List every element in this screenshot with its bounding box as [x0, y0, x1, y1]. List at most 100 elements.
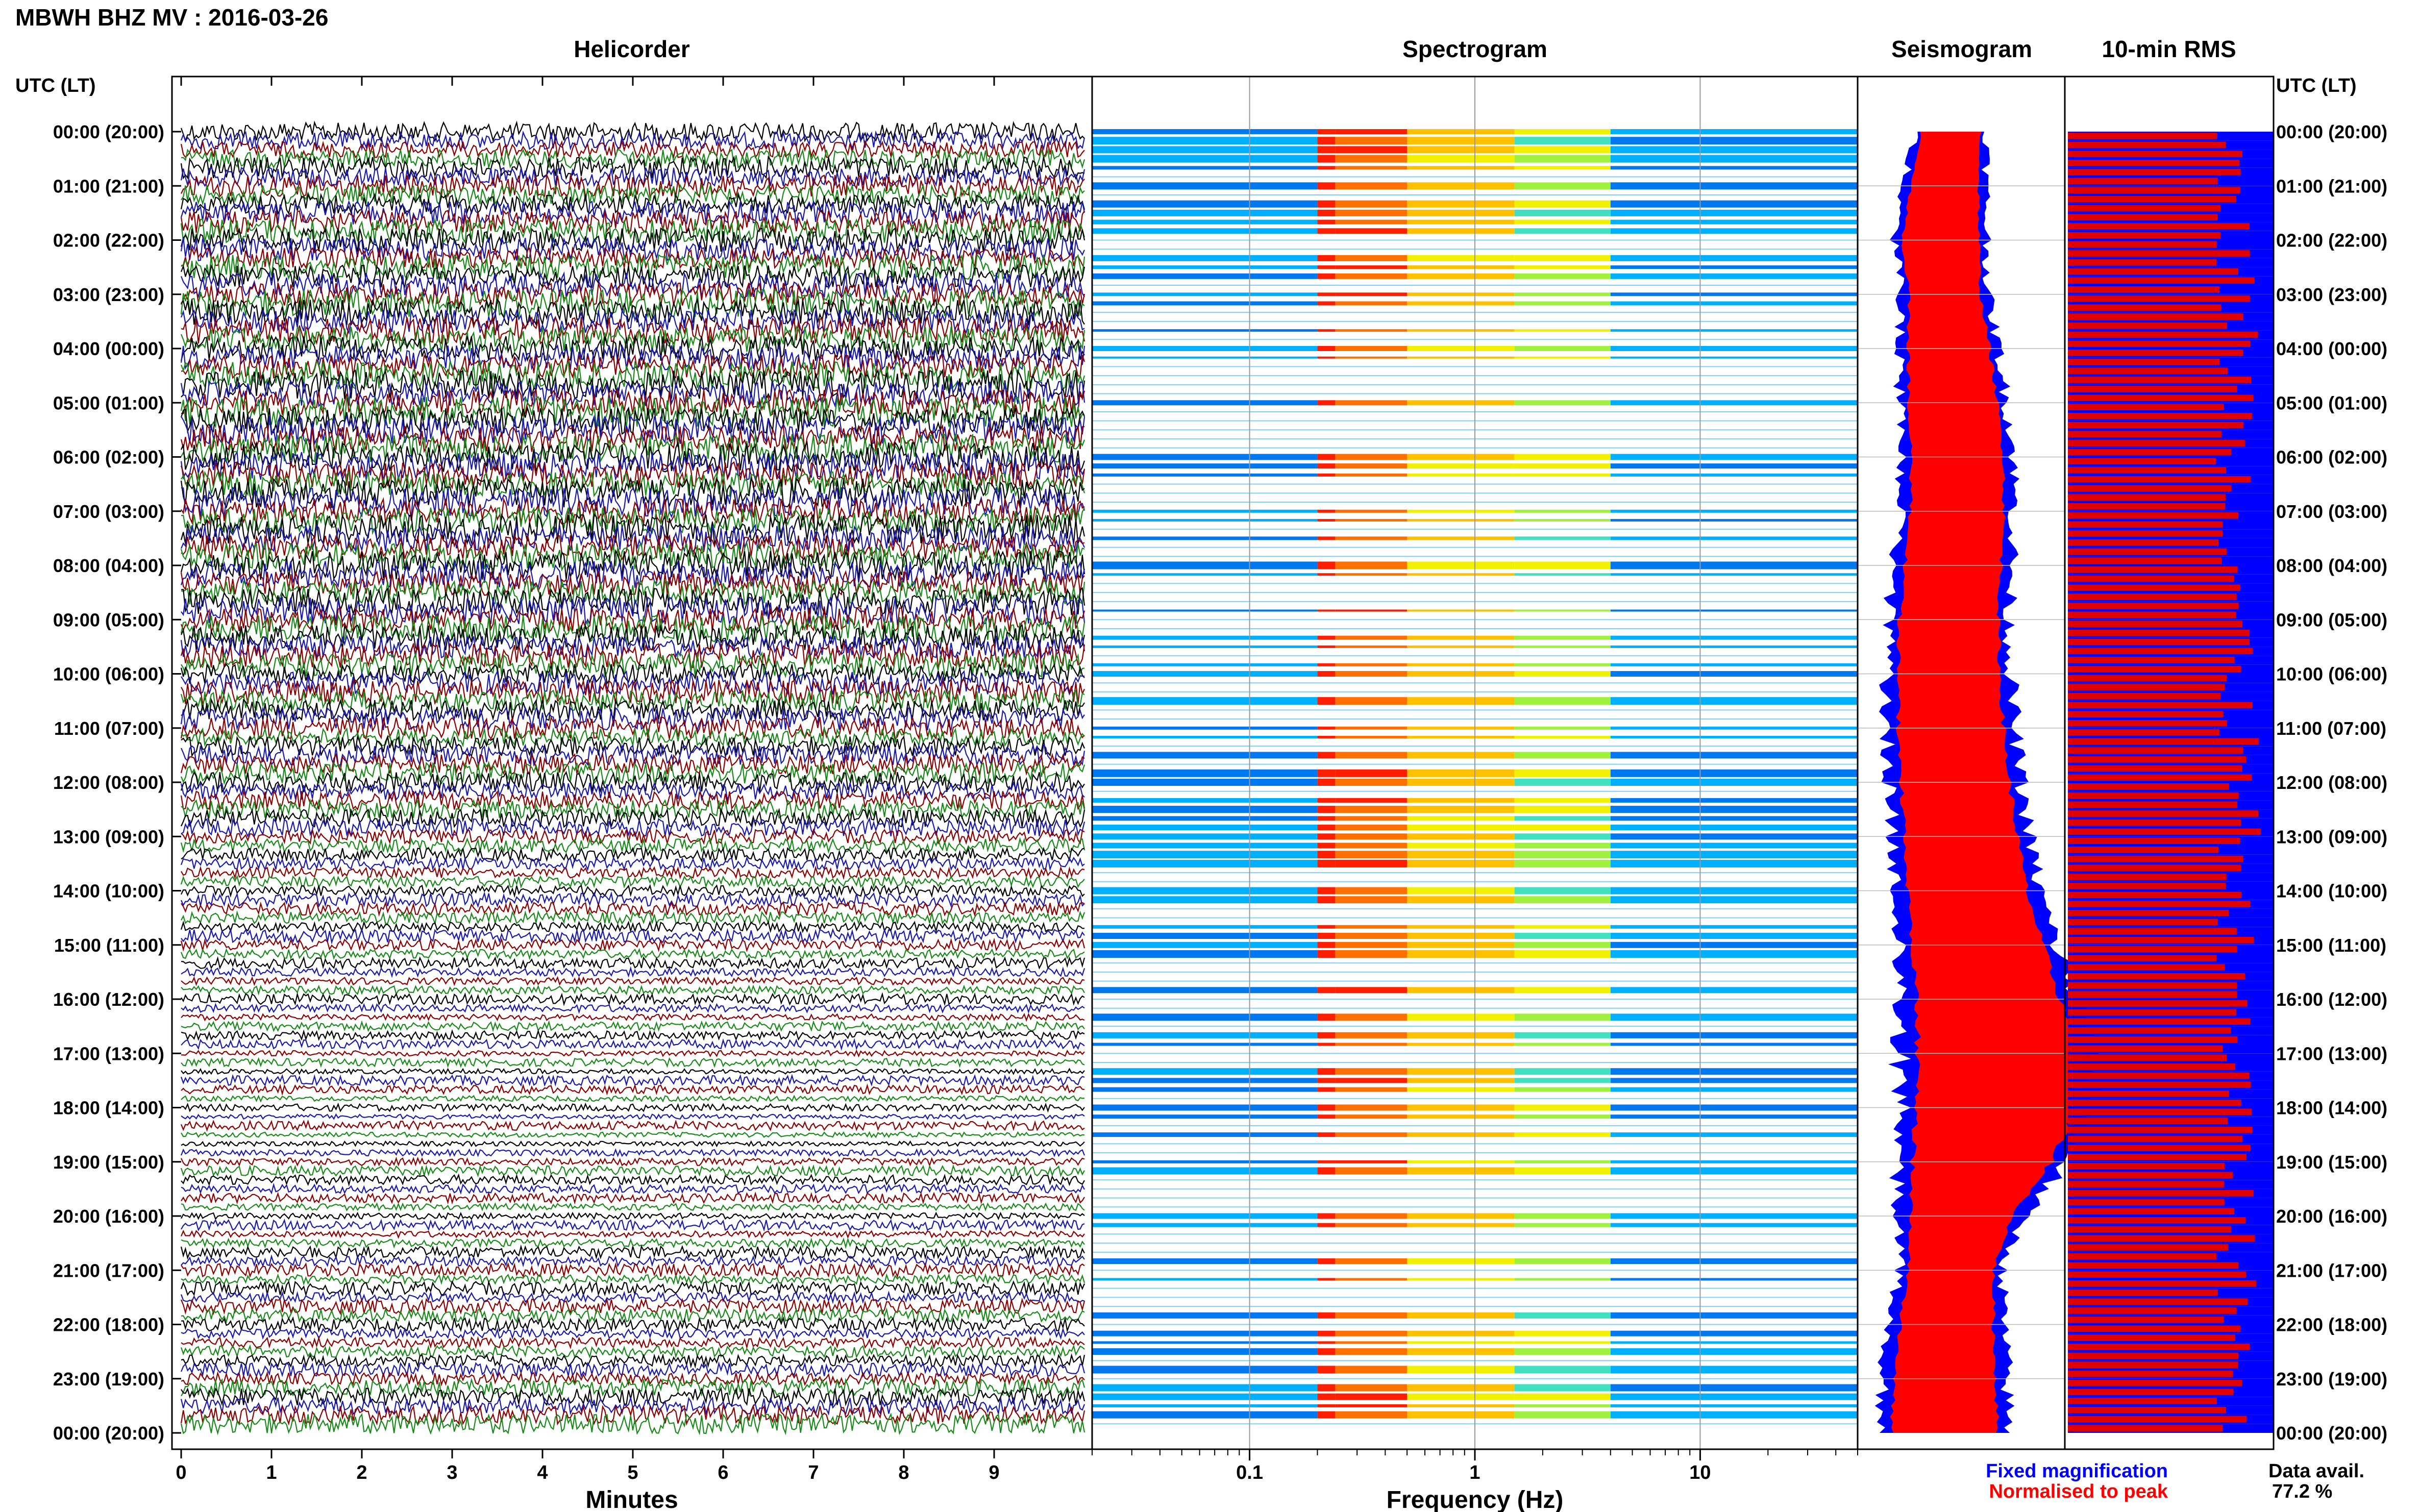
spectrogram-cell	[1610, 1032, 1858, 1038]
spectrogram-cell	[1610, 1013, 1858, 1021]
spectrogram-cell	[1610, 1213, 1858, 1219]
helicorder-trace	[181, 1191, 1085, 1205]
helicorder-trace	[181, 807, 1085, 829]
spectrogram-cell	[1335, 1132, 1408, 1137]
rms-bar-normalised	[2068, 720, 2227, 727]
spectrogram-cell	[1407, 925, 1515, 929]
spectrogram-cell	[1407, 987, 1515, 994]
rms-bar-normalised	[2068, 277, 2255, 284]
helicorder-trace	[180, 856, 1085, 872]
rms-bar-normalised	[2068, 1135, 2243, 1143]
spectrogram-cell	[1407, 896, 1515, 904]
spectrogram-cell	[1407, 1312, 1515, 1319]
rms-bar-normalised	[2068, 1298, 2248, 1305]
helicorder-trace	[180, 308, 1085, 335]
spectrogram-cell	[1610, 1312, 1858, 1319]
spectrogram-cell	[1335, 346, 1408, 351]
helicorder-trace	[180, 461, 1085, 489]
spectrogram-cell	[1335, 454, 1408, 460]
spectrogram-cell	[1407, 1330, 1515, 1336]
spectrogram-cell	[1610, 265, 1858, 269]
spectrogram-cell	[1335, 1087, 1408, 1092]
helicorder-traces	[180, 120, 1085, 1435]
spectrogram-cell	[1514, 1404, 1611, 1407]
spectrogram-cell	[1514, 726, 1611, 730]
spectrogram-cell	[1317, 896, 1336, 904]
spectrogram-cell	[1092, 1393, 1318, 1400]
rms-bar-normalised	[2068, 548, 2227, 555]
rms-bar-normalised	[2068, 575, 2234, 582]
helicorder-trace	[181, 1353, 1085, 1369]
spectrogram-cell	[1092, 219, 1318, 225]
spectrogram-cell	[1335, 400, 1408, 406]
spectrogram-cell	[1514, 1330, 1611, 1336]
spectrogram-cell	[1335, 736, 1408, 738]
rms-bar-normalised	[2068, 178, 2218, 185]
spectrogram-cell	[1407, 219, 1515, 225]
rms-bar-normalised	[2068, 467, 2227, 474]
time-tick-label-left: 12:00 (08:00)	[53, 772, 164, 793]
spectrogram-cell	[1610, 887, 1858, 895]
helicorder-trace	[181, 579, 1085, 606]
spectrogram-cell	[1335, 769, 1408, 777]
spectrogram-cell	[1407, 200, 1515, 208]
helicorder-trace	[181, 1083, 1085, 1096]
rms-bar-normalised	[2068, 1018, 2251, 1025]
rms-bar-normalised	[2068, 133, 2217, 139]
spectrogram-cell	[1514, 925, 1611, 929]
helicorder-xlabel: Minutes	[585, 1486, 678, 1512]
spectrogram-cell	[1610, 798, 1858, 803]
rms-bar-normalised	[2068, 1280, 2256, 1287]
spectrogram-cell	[1092, 769, 1318, 777]
helicorder-trace	[180, 1412, 1085, 1435]
spectrogram-cell	[1317, 473, 1336, 477]
spectrogram-cell	[1610, 1160, 1858, 1163]
rms-bar-normalised	[2068, 1325, 2241, 1332]
rms-bar-normalised	[2068, 1271, 2246, 1278]
time-tick-label-right: 00:00 (20:00)	[2276, 1423, 2387, 1444]
rms-bar-normalised	[2068, 874, 2227, 880]
spectrogram-cell	[1407, 806, 1515, 813]
spectrogram-cell	[1335, 200, 1408, 208]
spectrogram-cell	[1092, 1366, 1318, 1374]
spectrogram-cell	[1610, 519, 1858, 522]
spectrogram-cell	[1514, 1213, 1611, 1219]
spectrogram-cell	[1092, 473, 1318, 477]
helicorder-trace	[181, 172, 1085, 199]
spectrogram-cell	[1092, 842, 1318, 849]
rms-bar-normalised	[2068, 819, 2241, 826]
helicorder-trace	[181, 678, 1085, 706]
spectrogram-cell	[1092, 155, 1318, 163]
spectrogram-cell	[1335, 671, 1408, 677]
rms-bar-normalised	[2068, 630, 2250, 636]
spectrogram-cell	[1335, 463, 1408, 469]
spectrogram-cell	[1610, 1078, 1858, 1083]
spectrogram-cell	[1092, 1348, 1318, 1355]
spectrogram-cell	[1407, 1213, 1515, 1219]
helicorder-trace	[181, 1038, 1085, 1051]
rms-bar-normalised	[2068, 151, 2242, 158]
helicorder-trace	[181, 798, 1085, 820]
station-title: MBWH BHZ MV : 2016-03-26	[15, 4, 328, 31]
rms-bar-normalised	[2068, 1189, 2254, 1197]
spectrogram-cell	[1514, 609, 1611, 612]
spectrogram-cell	[1514, 987, 1611, 994]
spectrogram-cell	[1092, 400, 1318, 406]
helicorder-trace	[181, 353, 1085, 380]
spectrogram-cell	[1610, 219, 1858, 225]
time-tick-label-left: 01:00 (21:00)	[53, 176, 164, 196]
spectrogram-cell	[1514, 769, 1611, 777]
helicorder-trace	[181, 1156, 1085, 1168]
helicorder-trace	[181, 846, 1085, 863]
helicorder-trace	[181, 148, 1085, 169]
time-tick-label-left: 14:00 (10:00)	[53, 881, 164, 902]
spectrogram-cell	[1407, 273, 1515, 279]
spectrogram-cell	[1610, 228, 1858, 234]
rms-bar-normalised	[2068, 1145, 2251, 1151]
spectrogram-cell	[1317, 645, 1336, 648]
helicorder-trace	[180, 688, 1085, 713]
helicorder-trace	[181, 816, 1085, 838]
spectrogram-cell	[1514, 265, 1611, 269]
helicorder-trace	[181, 315, 1085, 346]
time-tick-label-right: 04:00 (00:00)	[2276, 338, 2387, 359]
